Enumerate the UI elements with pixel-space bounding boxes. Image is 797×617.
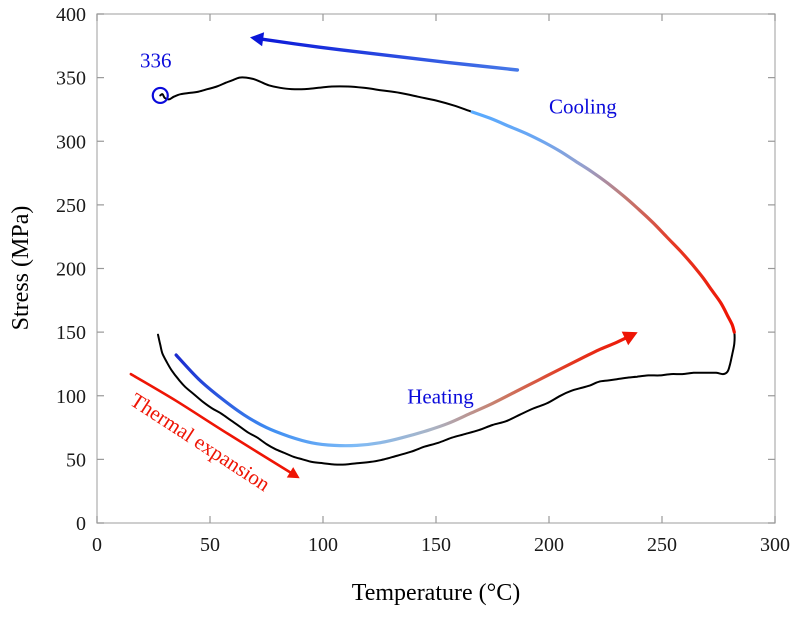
x-tick-label: 150	[421, 534, 451, 556]
final-point-marker	[151, 86, 169, 105]
y-tick-label: 350	[56, 68, 86, 90]
x-tick-label: 250	[647, 534, 677, 556]
y-tick-label: 300	[56, 131, 86, 153]
heating-gradient-arrow	[174, 333, 635, 448]
y-tick-label: 150	[56, 322, 86, 344]
x-tick-label: 0	[92, 534, 102, 556]
cooling-label: Cooling	[549, 94, 617, 118]
thermal-expansion-label: Thermal expansion	[126, 388, 275, 496]
final-stress-value: 336	[140, 48, 172, 72]
y-tick-label: 250	[56, 195, 86, 217]
cooling-arrow-head	[250, 32, 265, 47]
x-tick-label: 300	[760, 534, 790, 556]
thermal-expansion-arrow-head	[286, 467, 300, 479]
y-tick-label: 200	[56, 259, 86, 281]
y-tick-label: 0	[76, 513, 86, 535]
x-tick-label: 200	[534, 534, 564, 556]
heating-gradient-arrow-head	[621, 331, 638, 346]
y-tick-label: 50	[66, 449, 86, 471]
heating-label: Heating	[407, 384, 474, 408]
y-tick-label: 100	[56, 386, 86, 408]
y-axis-label: Stress (MPa)	[8, 206, 34, 331]
cooling-gradient-overlay	[470, 110, 736, 334]
plot-area: 0 50 100 150 200 250 300 0 50 100 150 200 250 300 350 4…	[56, 4, 790, 556]
y-tick-label: 400	[56, 4, 86, 26]
thermal-expansion-arrow	[129, 372, 298, 478]
x-tick-label: 100	[308, 534, 338, 556]
x-axis-label: Temperature (°C)	[352, 580, 521, 606]
cooling-arrow	[253, 36, 520, 72]
x-tick-label: 50	[200, 534, 220, 556]
series-stress-temperature-loop	[157, 76, 736, 466]
